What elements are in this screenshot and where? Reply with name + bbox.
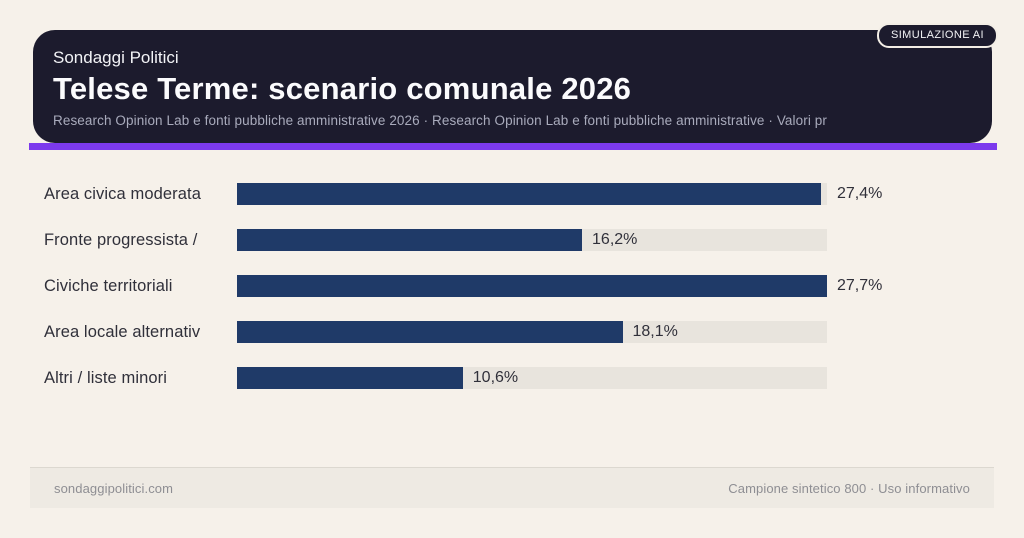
category-label: Altri / liste minori bbox=[44, 368, 168, 387]
chart-row: Area locale alternativ 18,1% bbox=[44, 309, 984, 355]
horizontal-bar-chart: Area civica moderata 27,4% Fronte progre… bbox=[44, 171, 984, 401]
bar-track: 18,1% bbox=[237, 321, 827, 343]
bar-track: 27,4% bbox=[237, 183, 882, 205]
chart-row: Altri / liste minori 10,6% bbox=[44, 355, 984, 401]
bar-track: 16,2% bbox=[237, 229, 827, 251]
category-label: Fronte progressista / bbox=[44, 230, 198, 249]
value-label: 27,4% bbox=[837, 185, 883, 202]
accent-divider bbox=[29, 143, 997, 150]
simulation-ai-badge: SIMULAZIONE AI bbox=[876, 23, 998, 48]
value-label: 10,6% bbox=[472, 369, 519, 386]
bar-fill bbox=[237, 321, 623, 343]
category-label: Area locale alternativ bbox=[44, 322, 201, 341]
bar-track: 27,7% bbox=[237, 275, 882, 297]
source-subtitle: Research Opinion Lab e fonti pubbliche a… bbox=[53, 113, 827, 129]
bar-fill bbox=[237, 275, 827, 297]
chart-row: Civiche territoriali 27,7% bbox=[44, 263, 984, 309]
value-label: 18,1% bbox=[632, 323, 678, 340]
brand-kicker: Sondaggi Politici bbox=[53, 48, 179, 67]
value-label: 16,2% bbox=[592, 231, 638, 248]
chart-row: Fronte progressista / 16,2% bbox=[44, 217, 984, 263]
page-title: Telese Terme: scenario comunale 2026 bbox=[53, 71, 632, 107]
bar-fill bbox=[237, 229, 583, 251]
bar-fill bbox=[237, 367, 463, 389]
chart-row: Area civica moderata 27,4% bbox=[44, 171, 984, 217]
category-label: Civiche territoriali bbox=[44, 276, 173, 295]
footer-bar: sondaggipolitici.com Campione sintetico … bbox=[30, 467, 994, 508]
category-label: Area civica moderata bbox=[44, 184, 201, 203]
value-label: 27,7% bbox=[837, 277, 883, 294]
bar-fill bbox=[237, 183, 821, 205]
bar-track: 10,6% bbox=[237, 367, 827, 389]
footer-site: sondaggipolitici.com bbox=[54, 480, 174, 496]
footer-sample-note: Campione sintetico 800 · Uso informativo bbox=[728, 480, 970, 496]
header-card: Sondaggi Politici Telese Terme: scenario… bbox=[33, 30, 992, 143]
